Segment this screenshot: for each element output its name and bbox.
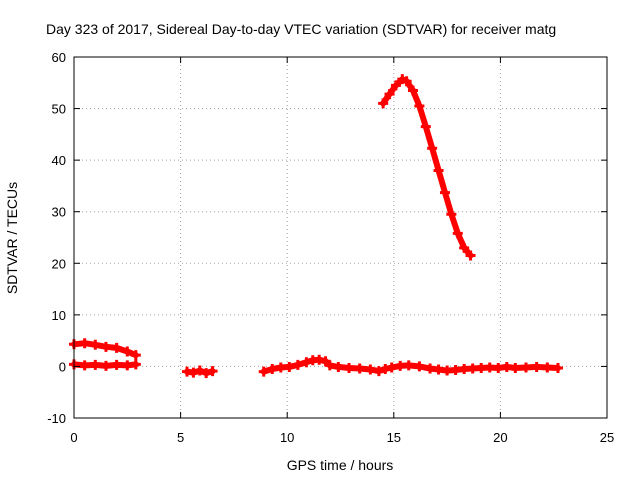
data-point	[450, 365, 461, 376]
data-point	[122, 346, 133, 357]
data-point	[354, 363, 365, 374]
data-point	[531, 361, 542, 372]
data-point	[414, 361, 425, 372]
y-tick-label: 50	[52, 102, 66, 117]
data-point	[111, 359, 122, 370]
data-point	[207, 366, 218, 377]
data-point	[465, 250, 476, 261]
y-axis-label: SDTVAR / TECUs	[4, 182, 20, 294]
data-point	[194, 365, 205, 376]
x-tick-label: 25	[600, 430, 614, 445]
data-point	[442, 365, 453, 376]
data-point	[111, 342, 122, 353]
data-point	[100, 360, 111, 371]
data-point	[90, 359, 101, 370]
data-point	[284, 361, 295, 372]
data-point	[395, 360, 406, 371]
data-point	[267, 364, 278, 375]
data-point	[427, 143, 438, 154]
data-point	[510, 362, 521, 373]
data-point	[365, 364, 376, 375]
x-tick-label: 15	[387, 430, 401, 445]
data-series	[69, 74, 563, 379]
data-point	[79, 360, 90, 371]
data-point	[484, 362, 495, 373]
series-arc-1-upper	[69, 338, 141, 361]
data-point	[188, 367, 199, 378]
data-point	[130, 350, 141, 361]
series-arc-3	[258, 354, 563, 377]
data-point	[414, 100, 425, 111]
y-tick-label: 30	[52, 205, 66, 220]
data-point	[301, 357, 312, 368]
data-point	[452, 228, 463, 239]
data-point	[275, 362, 286, 373]
data-point	[476, 362, 487, 373]
data-point	[100, 341, 111, 352]
data-point	[130, 359, 141, 370]
chart-title: Day 323 of 2017, Sidereal Day-to-day VTE…	[46, 21, 556, 37]
data-point	[401, 76, 412, 87]
data-point	[380, 364, 391, 375]
y-tick-label: 60	[52, 50, 66, 65]
data-point	[459, 242, 470, 253]
data-point	[433, 165, 444, 176]
data-point	[373, 366, 384, 377]
series-arc-1-lower	[69, 359, 141, 371]
data-point	[390, 80, 401, 91]
data-point	[446, 209, 457, 220]
x-axis-label: GPS time / hours	[287, 457, 394, 473]
x-tick-label: 20	[493, 430, 507, 445]
y-tick-label: -10	[47, 411, 66, 426]
x-tick-label: 10	[280, 430, 294, 445]
data-point	[314, 354, 325, 365]
data-point	[520, 362, 531, 373]
data-point	[552, 362, 563, 373]
data-point	[403, 360, 414, 371]
data-point	[407, 85, 418, 96]
data-point	[122, 360, 133, 371]
data-point	[493, 362, 504, 373]
data-point	[501, 361, 512, 372]
data-point	[386, 362, 397, 373]
data-point	[439, 187, 450, 198]
y-tick-label: 40	[52, 153, 66, 168]
plot-frame	[73, 56, 608, 419]
data-point	[467, 363, 478, 374]
data-point	[344, 362, 355, 373]
y-tick-label: 0	[59, 359, 66, 374]
data-point	[201, 368, 212, 379]
data-point	[378, 98, 389, 109]
data-point	[420, 121, 431, 132]
x-tick-label: 5	[177, 430, 184, 445]
y-tick-label: 20	[52, 256, 66, 271]
data-point	[333, 361, 344, 372]
data-point	[79, 338, 90, 349]
series-arc-2	[181, 365, 218, 379]
axis-ticks: 0 5 10 15 20 25 -10 0 10 20 30 40 50 60	[47, 50, 614, 445]
data-point	[90, 339, 101, 350]
x-tick-label: 0	[70, 430, 77, 445]
data-point	[425, 363, 436, 374]
data-point	[459, 364, 470, 375]
data-point	[384, 89, 395, 100]
data-point	[292, 359, 303, 370]
series-arc-4	[378, 74, 476, 261]
y-tick-label: 10	[52, 308, 66, 323]
data-point	[258, 366, 269, 377]
data-point	[433, 364, 444, 375]
data-point	[542, 362, 553, 373]
data-point	[324, 360, 335, 371]
